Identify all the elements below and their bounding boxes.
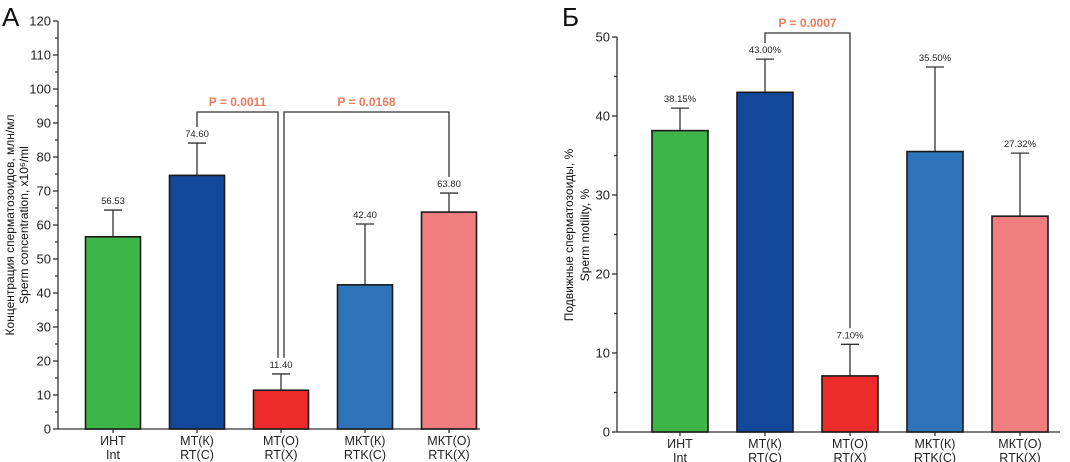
panel-a: А Концентрация сперматозоидов, млн/мл Sp… (2, 2, 480, 462)
y-tick-label: 90 (37, 116, 51, 131)
category-label-ru: МКТ(К) (915, 437, 956, 451)
y-tick-label: 70 (37, 184, 51, 199)
category-label-en: RT(X) (833, 451, 866, 462)
significance-bracket (764, 32, 851, 329)
y-tick-label: 0 (44, 422, 51, 437)
category-label-ru: МТ(О) (263, 434, 299, 448)
bar-value-label: 63.80 (437, 179, 461, 190)
category-label-en: Int (106, 448, 120, 462)
category-label-ru: МТ(К) (180, 434, 214, 448)
category-label-ru: МКТ(О) (998, 437, 1041, 451)
bar (168, 174, 226, 430)
significance-bracket (196, 111, 279, 358)
y-tick-label: 0 (603, 425, 610, 440)
y-tick-label: 30 (37, 320, 51, 335)
bar (821, 375, 879, 433)
category-label-en: RTK(X) (428, 448, 469, 462)
category-label-ru: МТ(К) (748, 437, 782, 451)
panel-b-ylabel-ru: Подвижные сперматозоиды, % (562, 148, 576, 321)
bar-value-label: 43.00% (749, 45, 782, 56)
category-label-ru: МКТ(О) (427, 434, 470, 448)
panel-b-ylabel-en: Sperm motility, % (578, 188, 592, 281)
category-label-en: Int (673, 451, 687, 462)
panel-a-ylabel-ru: Концентрация сперматозоидов, млн/мл (3, 115, 17, 336)
y-tick-label: 50 (37, 252, 51, 267)
y-tick-label: 80 (37, 150, 51, 165)
y-tick-label: 110 (30, 48, 51, 63)
category-label-en: RTK(C) (914, 451, 956, 462)
bar (420, 211, 478, 430)
bar (906, 150, 964, 433)
y-tick-label: 120 (29, 14, 51, 29)
y-tick-label: 40 (596, 109, 610, 124)
bar (336, 284, 394, 430)
bar (651, 129, 709, 433)
bar-value-label: 42.40 (353, 210, 377, 221)
category-label-en: RT(X) (264, 448, 297, 462)
bar-value-label: 74.60 (185, 129, 209, 140)
panel-b-letter: Б (562, 2, 579, 32)
y-tick-label: 20 (37, 354, 51, 369)
category-label-ru: МТ(О) (832, 437, 868, 451)
p-value-label: P = 0.0007 (778, 16, 836, 30)
bar (991, 215, 1049, 433)
category-label-ru: ИНТ (667, 437, 693, 451)
bar-value-label: 27.32% (1004, 139, 1037, 150)
y-tick-label: 40 (37, 286, 51, 301)
y-tick-label: 20 (596, 267, 610, 282)
bar-value-label: 38.15% (664, 94, 697, 105)
bar-value-label: 56.53 (101, 196, 125, 207)
y-tick-label: 60 (37, 218, 51, 233)
y-tick-label: 10 (596, 346, 610, 361)
bar (736, 91, 794, 433)
category-label-ru: МКТ(К) (345, 434, 386, 448)
bar-value-label: 7.10% (837, 330, 864, 341)
category-label-en: RT(C) (748, 451, 782, 462)
bar (84, 235, 142, 430)
significance-bracket (283, 111, 450, 358)
y-tick-label: 30 (596, 188, 610, 203)
bar (252, 389, 310, 430)
y-tick-label: 10 (37, 388, 51, 403)
bar-value-label: 11.40 (269, 360, 292, 371)
category-label-en: RT(C) (180, 448, 214, 462)
p-value-label: P = 0.0168 (337, 95, 395, 109)
panel-a-letter: А (2, 2, 20, 32)
panel-a-ylabel-en: Sperm concentration, x10⁶/ml (17, 146, 31, 304)
p-value-label: P = 0.0011 (209, 95, 267, 109)
y-tick-label: 100 (29, 82, 51, 97)
bar-value-label: 35.50% (919, 53, 952, 64)
category-label-en: RTK(X) (999, 451, 1040, 462)
category-label-en: RTK(C) (344, 448, 386, 462)
panel-b: Б Подвижные сперматозоиды, % Sperm motil… (562, 2, 1060, 462)
category-label-ru: ИНТ (100, 434, 126, 448)
y-tick-label: 50 (596, 30, 610, 45)
